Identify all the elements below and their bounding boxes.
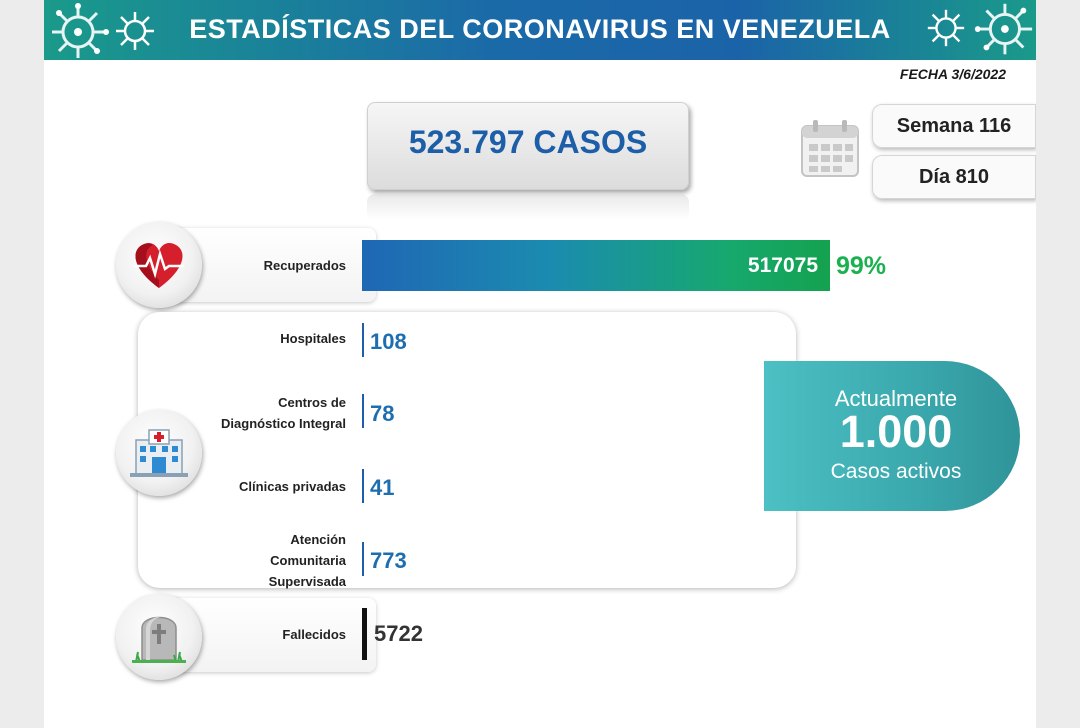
recovered-icon-circle — [116, 222, 202, 308]
category-label: Centros de Diagnóstico Integral — [221, 395, 346, 431]
active-cases-value: 1.000 — [839, 406, 953, 457]
data-value: 78 — [370, 401, 395, 426]
virus-icon — [52, 3, 109, 58]
hospital-building-icon — [130, 429, 188, 477]
deaths-value: 5722 — [374, 621, 423, 646]
week-counter: Semana 116 — [872, 104, 1036, 148]
recovered-percent: 99% — [836, 252, 887, 280]
data-bar — [362, 469, 364, 503]
report-date: FECHA 3/6/2022 — [899, 66, 1006, 82]
recovered-bar — [362, 240, 830, 291]
tombstone-icon — [132, 616, 186, 663]
data-value: 41 — [370, 475, 395, 500]
heart-pulse-icon — [134, 242, 184, 288]
data-bar — [362, 323, 364, 357]
total-cases-box: 523.797 CASOS — [367, 102, 689, 190]
hospitalization-panel — [138, 312, 796, 588]
data-bar — [362, 394, 364, 428]
virus-small-icon-right — [927, 9, 965, 47]
hospital-icon-circle — [116, 410, 202, 496]
deaths-bar — [362, 608, 367, 660]
data-bar — [362, 542, 364, 576]
virus-small-icon — [116, 12, 154, 50]
header-banner: ESTADÍSTICAS DEL CORONAVIRUS EN VENEZUEL… — [44, 0, 1036, 60]
page-title: ESTADÍSTICAS DEL CORONAVIRUS EN VENEZUEL… — [189, 14, 891, 44]
infographic-page: ESTADÍSTICAS DEL CORONAVIRUS EN VENEZUEL… — [44, 0, 1036, 728]
virus-icon-right — [974, 3, 1033, 55]
active-cases-badge — [764, 361, 1020, 511]
calendar-icon — [801, 120, 859, 177]
total-cases-value: 523.797 CASOS — [408, 124, 648, 160]
active-cases-label: Casos activos — [830, 460, 962, 483]
recovered-value: 517075 — [747, 254, 818, 277]
data-value: 108 — [370, 329, 407, 354]
category-label: Clínicas privadas — [239, 479, 346, 494]
total-cases-reflection — [367, 194, 689, 220]
category-label: Hospitales — [280, 331, 346, 346]
data-value: 773 — [370, 548, 407, 573]
category-label: Recuperados — [263, 258, 346, 273]
category-label: Atención Comunitaria Supervisada — [268, 532, 346, 589]
active-cases-caption: Actualmente — [834, 386, 958, 411]
category-label: Fallecidos — [282, 627, 346, 642]
day-counter: Día 810 — [872, 155, 1036, 199]
deaths-icon-circle — [116, 594, 202, 680]
